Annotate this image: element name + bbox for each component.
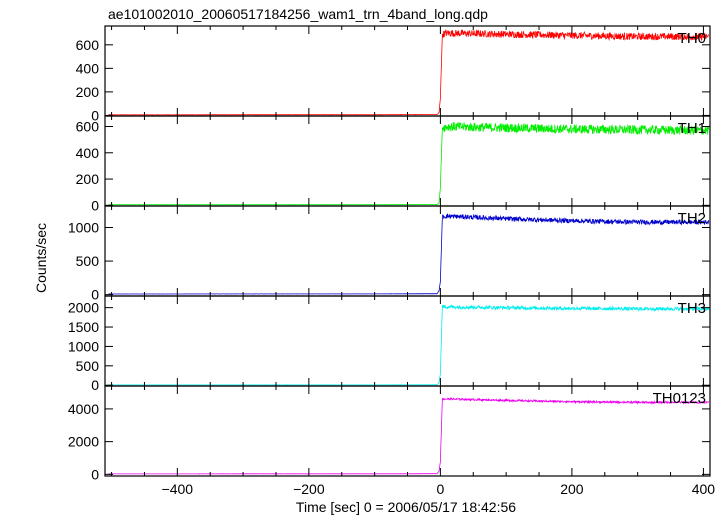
y-tick-label: 600 bbox=[76, 119, 100, 135]
x-tick-label: −200 bbox=[293, 481, 325, 497]
y-tick-label: 1000 bbox=[68, 219, 99, 235]
y-tick-label: 500 bbox=[76, 358, 100, 374]
y-tick-label: 0 bbox=[91, 107, 99, 123]
x-axis-label: Time [sec] 0 = 2006/05/17 18:42:56 bbox=[296, 499, 516, 515]
y-tick-label: 200 bbox=[76, 84, 100, 100]
y-tick-label: 2000 bbox=[68, 300, 99, 316]
series-line-th0 bbox=[108, 28, 710, 116]
x-tick-label: −400 bbox=[162, 481, 194, 497]
y-tick-label: 0 bbox=[91, 197, 99, 213]
panels-group: 0 200 400 600 TH0 0 200 400 600 TH1 0 500 1000 TH2 0 50… bbox=[68, 25, 716, 497]
panel-th0: 0 200 400 600 TH0 bbox=[76, 25, 711, 123]
panel-th0123: 0 2000 4000 TH0123 bbox=[68, 385, 711, 482]
panel-label-th0123: TH0123 bbox=[653, 390, 706, 407]
panel-label-th2: TH2 bbox=[678, 210, 706, 227]
y-tick-label: 400 bbox=[76, 60, 100, 76]
panel-label-th1: TH1 bbox=[678, 120, 706, 137]
series-line-th3 bbox=[108, 303, 710, 386]
y-tick-label: 600 bbox=[76, 37, 100, 53]
y-tick-label: 400 bbox=[76, 145, 100, 161]
panel-th2: 0 500 1000 TH2 bbox=[68, 205, 711, 303]
panel-label-th0: TH0 bbox=[678, 30, 706, 47]
panel-th1: 0 200 400 600 TH1 bbox=[76, 115, 711, 213]
chart-title: ae101002010_20060517184256_wam1_trn_4ban… bbox=[108, 6, 488, 22]
y-tick-label: 0 bbox=[91, 287, 99, 303]
panel-frame bbox=[104, 385, 711, 477]
x-tick-label: 400 bbox=[692, 481, 716, 497]
y-tick-label: 4000 bbox=[68, 401, 99, 417]
series-line-th0123 bbox=[108, 397, 710, 475]
y-tick-label: 1500 bbox=[68, 319, 99, 335]
y-tick-label: 0 bbox=[91, 466, 99, 482]
y-tick-label: 500 bbox=[76, 253, 100, 269]
y-axis-label: Counts/sec bbox=[33, 223, 49, 293]
series-line-th1 bbox=[108, 122, 710, 206]
panel-frame bbox=[104, 25, 711, 117]
panel-label-th3: TH3 bbox=[678, 300, 706, 317]
series-line-th2 bbox=[108, 213, 710, 295]
y-tick-label: 200 bbox=[76, 171, 100, 187]
x-tick-label: 0 bbox=[436, 481, 444, 497]
x-tick-label: 200 bbox=[560, 481, 584, 497]
y-tick-label: 1000 bbox=[68, 338, 99, 354]
y-tick-label: 2000 bbox=[68, 434, 99, 450]
panel-frame bbox=[104, 205, 711, 297]
panel-th3: 0 500 1000 1500 2000 TH3 bbox=[68, 295, 711, 393]
y-tick-label: 0 bbox=[91, 377, 99, 393]
